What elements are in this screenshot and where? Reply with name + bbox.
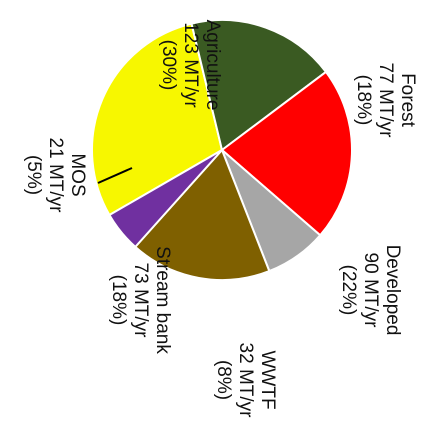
- label-name: Agriculture: [202, 20, 223, 111]
- label-percent: (8%): [213, 360, 234, 400]
- label-name: Developed: [382, 245, 403, 336]
- label-name: MOS: [67, 153, 88, 196]
- pie-slices: [91, 19, 353, 281]
- label-name: WWTF: [257, 350, 278, 409]
- label-value: 90 MT/yr: [360, 253, 381, 329]
- mos-leader-line: [97, 167, 133, 184]
- label-percent: (30%): [158, 40, 179, 91]
- label-name: Forest: [397, 73, 418, 128]
- label-value: 21 MT/yr: [45, 138, 66, 214]
- slice-developed: [220, 70, 353, 237]
- label-percent: (18%): [353, 75, 374, 126]
- slice-stream-bank: [133, 148, 271, 281]
- label-value: 32 MT/yr: [235, 343, 256, 419]
- label-percent: (18%): [108, 275, 129, 326]
- label-value: 123 MT/yr: [180, 22, 201, 108]
- label-name: Stream bank: [152, 246, 173, 354]
- slice-forest: [190, 19, 328, 152]
- label-percent: (22%): [338, 265, 359, 316]
- slice-agriculture: [91, 22, 224, 217]
- slice-mos: [108, 149, 223, 249]
- label-value: 73 MT/yr: [130, 263, 151, 339]
- label-percent: (5%): [23, 155, 44, 195]
- label-value: 77 MT/yr: [375, 63, 396, 139]
